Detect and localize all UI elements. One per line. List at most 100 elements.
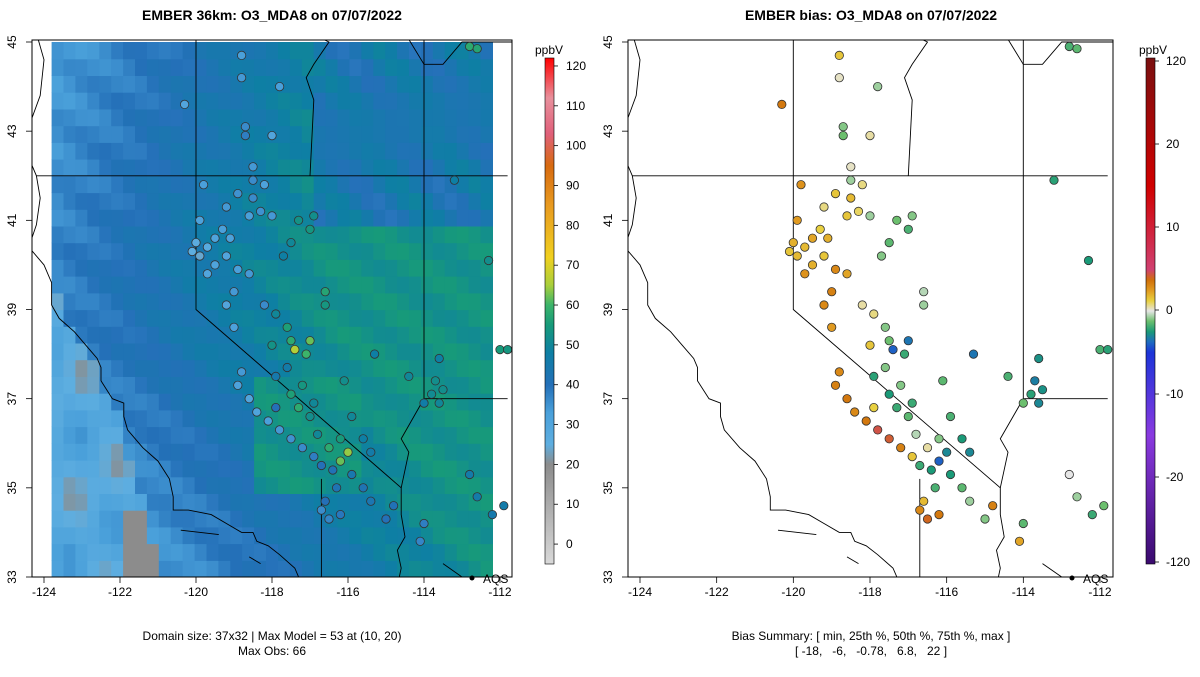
heatmap-cell <box>123 376 136 394</box>
station-point <box>244 269 254 279</box>
heatmap-cell <box>456 175 470 194</box>
station-point <box>1018 518 1028 529</box>
station-point <box>827 322 837 332</box>
heatmap-cell <box>135 142 148 160</box>
station-point <box>896 443 906 453</box>
heatmap-cell <box>313 526 327 545</box>
heatmap-cell <box>182 409 196 428</box>
heatmap-cell <box>432 543 446 561</box>
heatmap-cell <box>218 342 231 361</box>
heatmap-cell <box>444 376 458 394</box>
heatmap-cell <box>135 276 148 294</box>
heatmap-cell <box>218 175 231 194</box>
station-point <box>907 451 917 462</box>
station-point <box>499 501 509 511</box>
heatmap-cell <box>444 359 458 377</box>
station-point <box>237 367 247 377</box>
heatmap-cell <box>51 142 65 160</box>
heatmap-cell <box>242 493 255 511</box>
station-point <box>873 425 883 435</box>
heatmap-cell <box>349 42 362 60</box>
heatmap-cell <box>397 108 410 127</box>
heatmap-cell <box>206 159 219 177</box>
station-point <box>244 211 254 221</box>
station-point <box>267 211 277 221</box>
heatmap-cell <box>397 409 410 428</box>
heatmap-cell <box>51 276 65 294</box>
heatmap-cell <box>75 409 88 428</box>
heatmap-cell <box>420 58 434 76</box>
heatmap-cell <box>349 476 362 494</box>
station-point <box>233 264 243 274</box>
heatmap-cell <box>51 326 65 344</box>
station-point <box>347 411 357 422</box>
heatmap-cell <box>278 560 291 577</box>
heatmap-cell <box>432 209 446 227</box>
station-point <box>483 255 494 266</box>
heatmap-cell <box>99 326 112 344</box>
heatmap-cell <box>301 359 315 377</box>
heatmap-cell <box>135 359 148 377</box>
heatmap-cell <box>337 259 350 277</box>
heatmap-cell <box>266 443 279 461</box>
heatmap-cell <box>123 543 136 561</box>
station-point <box>792 251 802 261</box>
heatmap-cell <box>468 560 482 577</box>
station-point <box>248 162 258 172</box>
heatmap-cell <box>456 125 470 143</box>
heatmap-cell <box>99 92 112 110</box>
heatmap-cell <box>373 393 386 411</box>
heatmap-cell <box>361 42 374 60</box>
heatmap-cell <box>123 175 136 194</box>
station-point <box>218 224 228 234</box>
heatmap-cell <box>123 493 136 511</box>
heatmap-cell <box>278 510 291 528</box>
heatmap-cell <box>373 209 386 227</box>
station-point <box>358 434 368 444</box>
heatmap-cell <box>313 409 327 428</box>
heatmap-cell <box>266 42 279 60</box>
heatmap-cell <box>182 58 196 76</box>
heatmap-cell <box>63 125 76 143</box>
station-point <box>1034 398 1044 408</box>
heatmap-cell <box>146 443 160 461</box>
heatmap-cell <box>266 543 279 561</box>
heatmap-cell <box>63 108 76 127</box>
heatmap-cell <box>409 142 422 160</box>
heatmap-cell <box>397 326 410 344</box>
heatmap-cell <box>63 276 76 294</box>
station-point <box>187 246 197 257</box>
heatmap-cell <box>361 359 374 377</box>
heatmap-cell <box>218 92 231 110</box>
heatmap-cell <box>146 75 160 93</box>
heatmap-cell <box>468 376 482 394</box>
heatmap-cell <box>266 175 279 194</box>
heatmap-cell <box>51 460 65 478</box>
heatmap-cell <box>349 543 362 561</box>
heatmap-cell <box>123 326 136 344</box>
heatmap-cell <box>456 209 470 227</box>
station-point <box>464 469 475 480</box>
heatmap-cell <box>444 309 458 327</box>
model-station-points <box>180 41 512 546</box>
heatmap-cell <box>278 209 291 227</box>
heatmap-cell <box>158 58 172 76</box>
heatmap-cell <box>254 108 267 127</box>
heatmap-cell <box>409 58 422 76</box>
heatmap-cell <box>289 159 303 177</box>
heatmap-cell <box>254 42 267 60</box>
heatmap-cell <box>254 159 267 177</box>
station-point <box>339 376 349 386</box>
heatmap-cell <box>254 493 267 511</box>
station-point <box>907 211 917 221</box>
heatmap-cell <box>135 292 148 311</box>
heatmap-cell <box>111 309 124 327</box>
heatmap-cell <box>135 510 148 528</box>
colorbar-tick-label: 80 <box>566 218 580 232</box>
heatmap-cell <box>480 342 493 361</box>
heatmap-cell <box>206 342 219 361</box>
heatmap-cell <box>480 426 493 444</box>
station-point <box>830 189 841 199</box>
heatmap-cell <box>278 476 291 494</box>
heatmap-cell <box>218 209 231 227</box>
